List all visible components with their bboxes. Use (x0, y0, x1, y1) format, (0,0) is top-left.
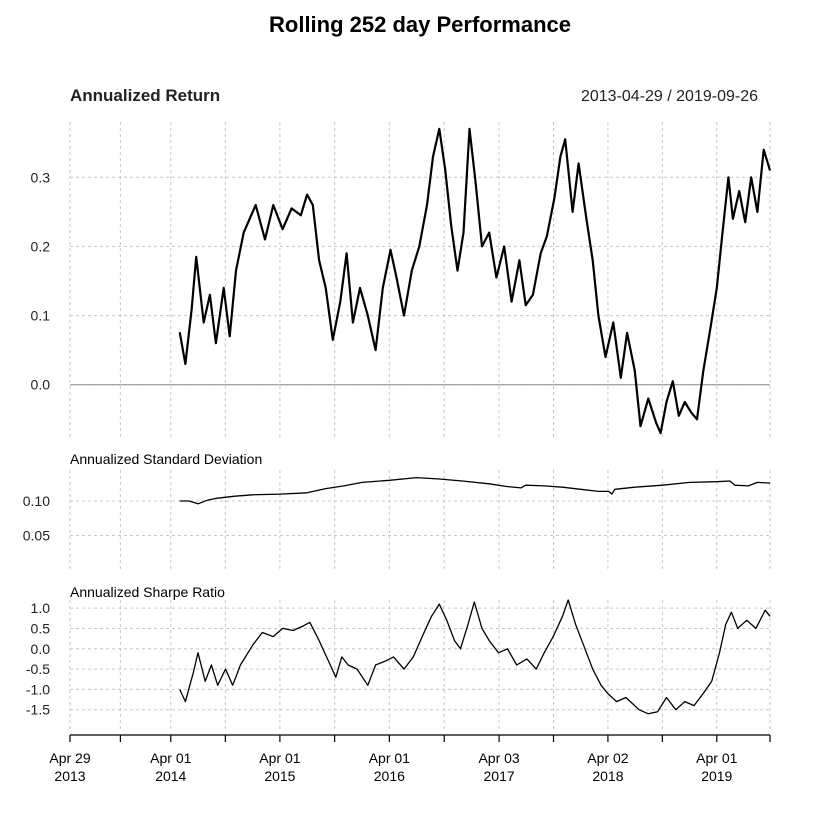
y-tick-label-sharpe: 1.0 (31, 600, 51, 616)
date-range-label: 2013-04-29 / 2019-09-26 (581, 88, 758, 105)
x-tick-label: Apr 02 (587, 750, 628, 766)
panel-title-return: Annualized Return (70, 86, 220, 105)
x-tick-label: Apr 01 (259, 750, 300, 766)
y-tick-label-sharpe: -0.5 (26, 661, 50, 677)
x-tick-label-year: 2015 (264, 768, 295, 784)
y-tick-label-sharpe: -1.0 (26, 681, 50, 697)
y-tick-label-return: 0.0 (31, 377, 51, 393)
panel-title-stdev: Annualized Standard Deviation (70, 451, 262, 467)
panel-title-sharpe: Annualized Sharpe Ratio (70, 584, 225, 600)
series-line-stdev (179, 476, 771, 505)
x-tick-label: Apr 01 (696, 750, 737, 766)
grid-layer (69, 122, 771, 730)
y-tick-label-stdev: 0.05 (23, 528, 50, 544)
x-tick-label: Apr 01 (150, 750, 191, 766)
x-tick-label-year: 2019 (701, 768, 732, 784)
y-tick-label-stdev: 0.10 (23, 493, 50, 509)
x-axis: Apr 29 2013 Apr 01 2014 Apr 01 2015 Apr 01 2016… (49, 734, 771, 784)
series-layer (178, 127, 772, 715)
y-tick-label-return: 0.1 (31, 308, 51, 324)
x-tick-label: Apr 01 (369, 750, 410, 766)
y-tick-label-return: 0.2 (31, 238, 51, 254)
x-tick-label-year: 2014 (155, 768, 186, 784)
x-tick-label-year: 2016 (374, 768, 405, 784)
x-tick-label: Apr 29 (49, 750, 90, 766)
y-tick-label-return: 0.3 (31, 169, 51, 185)
series-line-sharpe (179, 599, 771, 715)
label-layer: Annualized Return 0.0 0.1 0.2 0.3 Annualized … (23, 86, 263, 718)
series-line-return (178, 127, 772, 435)
y-tick-label-sharpe: 0.0 (31, 641, 51, 657)
y-tick-label-sharpe: -1.5 (26, 702, 50, 718)
x-tick-label: Apr 03 (478, 750, 519, 766)
x-tick-label-year: 2018 (592, 768, 623, 784)
chart-title: Rolling 252 day Performance (269, 12, 571, 37)
x-tick-label-year: 2017 (484, 768, 515, 784)
x-tick-label-year: 2013 (54, 768, 85, 784)
y-tick-label-sharpe: 0.5 (31, 620, 51, 636)
